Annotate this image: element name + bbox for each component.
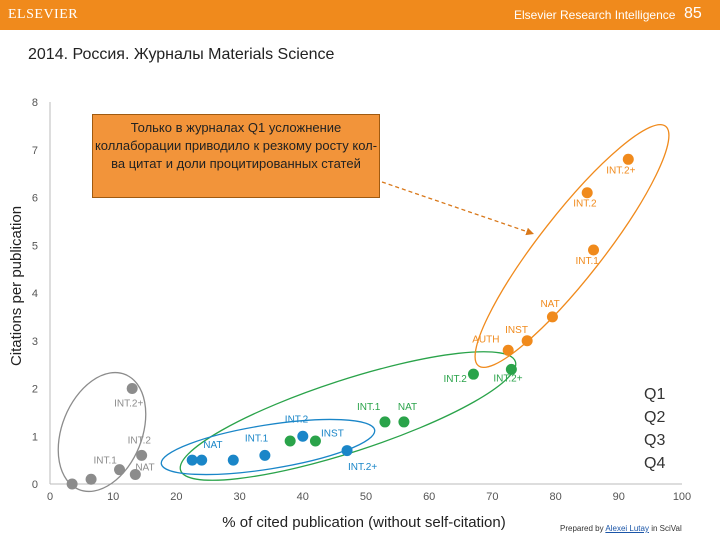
data-point-q2: [309, 435, 321, 447]
header-bar: ELSEVIER Elsevier Research Intelligence …: [0, 0, 720, 30]
data-point-q1: [502, 344, 514, 356]
data-point-q1: [521, 335, 533, 347]
data-point-q1: [588, 244, 600, 256]
footer-suffix: in SciVal: [648, 524, 682, 533]
data-point-q4: [66, 478, 78, 490]
data-point-q4: [85, 473, 97, 485]
point-label: INT.2: [128, 435, 152, 446]
x-tick-label: 60: [423, 491, 435, 503]
x-tick-label: 70: [486, 491, 498, 503]
data-point-q4: [126, 383, 138, 394]
x-tick-label: 0: [47, 491, 53, 503]
point-label: INST: [321, 429, 344, 440]
x-tick-label: 90: [613, 491, 625, 503]
point-label: INT.1: [576, 256, 600, 267]
y-tick-label: 0: [32, 479, 38, 491]
data-point-q2: [398, 416, 410, 428]
y-tick-label: 1: [32, 431, 38, 443]
callout-box: Только в журналах Q1 усложнение коллабор…: [92, 114, 380, 198]
y-tick-label: 7: [32, 145, 38, 157]
y-axis-title: Citations per publication: [8, 206, 25, 366]
x-tick-label: 40: [297, 491, 309, 503]
elsevier-logo: ELSEVIER: [8, 7, 79, 22]
point-label: INT.2+: [606, 165, 635, 176]
annotation-label: INT.2+: [348, 462, 377, 473]
y-tick-label: 8: [32, 97, 38, 109]
point-label: INT.1: [245, 433, 269, 444]
q3-group-outline: [160, 418, 376, 476]
slide-title: 2014. Россия. Журналы Materials Science: [28, 46, 335, 63]
point-label: INT.1: [357, 402, 381, 413]
callout-arrow: [381, 181, 535, 236]
x-axis-title: % of cited publication (without self-cit…: [222, 514, 505, 531]
point-label: INT.2: [573, 199, 597, 210]
point-label: NAT: [135, 462, 154, 473]
x-tick-label: 30: [233, 491, 245, 503]
y-tick-label: 3: [32, 336, 38, 348]
point-label: INT.2+: [114, 399, 143, 410]
point-label: INT.1: [94, 456, 118, 467]
page-number: 85: [684, 5, 702, 22]
point-label: INT.2: [443, 374, 467, 385]
x-tick-label: 80: [549, 491, 561, 503]
point-label: NAT: [398, 402, 417, 413]
y-tick-label: 4: [32, 288, 38, 300]
data-point-q4: [136, 449, 148, 461]
data-point-q2: [467, 368, 479, 380]
author-link[interactable]: Alexei Lutay: [605, 524, 649, 533]
data-point-q1: [622, 153, 634, 165]
data-point-q2: [379, 416, 391, 428]
x-tick-label: 10: [107, 491, 119, 503]
data-point-q4: [129, 468, 141, 480]
point-label: INT.2+: [493, 373, 522, 384]
x-tick-label: 20: [170, 491, 182, 503]
data-point-q3: [186, 454, 198, 466]
data-point-q2: [284, 435, 296, 447]
legend-q3: Q3: [644, 432, 666, 449]
x-tick-label: 100: [673, 491, 691, 503]
footer-note: Prepared by Alexei Lutay in SciVal: [560, 524, 682, 533]
legend-q1: Q1: [644, 386, 666, 403]
data-point-q4: [114, 464, 126, 476]
point-label: INST: [505, 325, 528, 336]
q1-group-outline: [474, 123, 670, 369]
data-point-q2: [505, 363, 517, 375]
y-tick-label: 2: [32, 384, 38, 396]
point-label: NAT: [203, 440, 222, 451]
point-label: INT.2: [285, 414, 309, 425]
data-point-q3: [297, 430, 309, 442]
legend-q2: Q2: [644, 409, 666, 426]
data-point-q3: [341, 445, 353, 457]
header-title: Elsevier Research Intelligence: [514, 8, 676, 22]
q4-group-outline: [57, 371, 147, 493]
footer-prefix: Prepared by: [560, 524, 606, 533]
q2-group-outline: [179, 351, 517, 481]
data-point-q1: [581, 187, 593, 199]
data-point-q3: [196, 454, 208, 466]
data-point-q3: [227, 454, 239, 466]
x-tick-label: 50: [360, 491, 372, 503]
y-tick-label: 5: [32, 240, 38, 252]
legend-q4: Q4: [644, 455, 666, 472]
point-label: NAT: [540, 299, 559, 310]
data-point-q3: [259, 449, 271, 461]
point-label: AUTH: [472, 334, 499, 345]
data-point-q1: [546, 311, 558, 323]
y-tick-label: 6: [32, 193, 38, 205]
